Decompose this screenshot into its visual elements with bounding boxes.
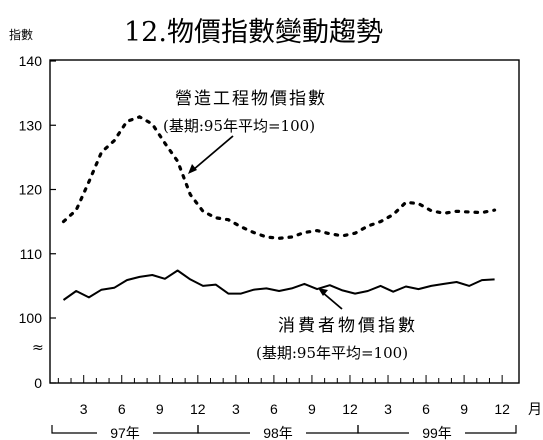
year-brackets: 97年 98年 99年	[51, 425, 517, 440]
construction-arrow-line	[192, 135, 234, 171]
y-tick-label: 140	[19, 53, 43, 69]
y-axis-label: 指數	[9, 27, 33, 42]
construction-arrow-head	[188, 164, 197, 174]
y-tick-label: 130	[19, 117, 43, 133]
year-bracket-right	[306, 425, 359, 434]
year-bracket-right	[465, 425, 517, 434]
cpi-series-base: (基期:95年平均=100)	[256, 344, 408, 362]
y-tick-label: 120	[19, 182, 43, 198]
x-tick-label: 6	[270, 401, 278, 417]
cpi-arrow-head	[318, 288, 328, 296]
x-tick-label: 3	[80, 401, 88, 417]
x-tick-label: 12	[190, 401, 206, 417]
construction-series-base: (基期:95年平均=100)	[163, 117, 315, 135]
x-tick-label: 9	[308, 401, 316, 417]
plot-area: 140 130 120 110 100 0 3 6 9 12 3 6 9 12 3 6 9 12 ≈	[19, 53, 520, 417]
chart-title: 12.物價指數變動趨勢	[124, 17, 383, 48]
year-bracket-right	[153, 425, 199, 434]
x-tick-label: 12	[342, 401, 358, 417]
y-tick-label: 100	[19, 310, 43, 326]
x-tick-label: 3	[232, 401, 240, 417]
cpi-annotation: 消費者物價指數 (基期:95年平均=100)	[256, 288, 418, 362]
year-label: 98年	[263, 425, 293, 440]
axis-break-symbol: ≈	[32, 340, 44, 356]
y-tick-label: 110	[20, 246, 43, 262]
construction-index-line	[61, 115, 497, 240]
x-tick-label: 9	[156, 401, 164, 417]
year-label: 99年	[422, 425, 452, 440]
cpi-arrow-line	[321, 291, 343, 310]
x-tick-label: 12	[494, 401, 510, 417]
y-tick-label: 0	[34, 375, 42, 391]
year-bracket-left	[51, 425, 97, 434]
year-bracket-left	[197, 425, 250, 434]
plot-frame	[49, 59, 520, 384]
construction-series-name: 營造工程物價指數	[175, 89, 327, 109]
x-tick-label: 6	[118, 401, 126, 417]
year-label: 97年	[110, 425, 140, 440]
x-axis-unit: 月	[528, 401, 542, 417]
cpi-line	[62, 269, 495, 301]
x-tick-label: 9	[460, 401, 468, 417]
cpi-series-name: 消費者物價指數	[278, 316, 418, 336]
axis-break-mark: ≈	[32, 340, 44, 356]
x-tick-label: 3	[384, 401, 392, 417]
year-bracket-left	[357, 425, 409, 434]
construction-index-annotation: 營造工程物價指數 (基期:95年平均=100)	[163, 89, 327, 174]
x-tick-label: 6	[422, 401, 430, 417]
